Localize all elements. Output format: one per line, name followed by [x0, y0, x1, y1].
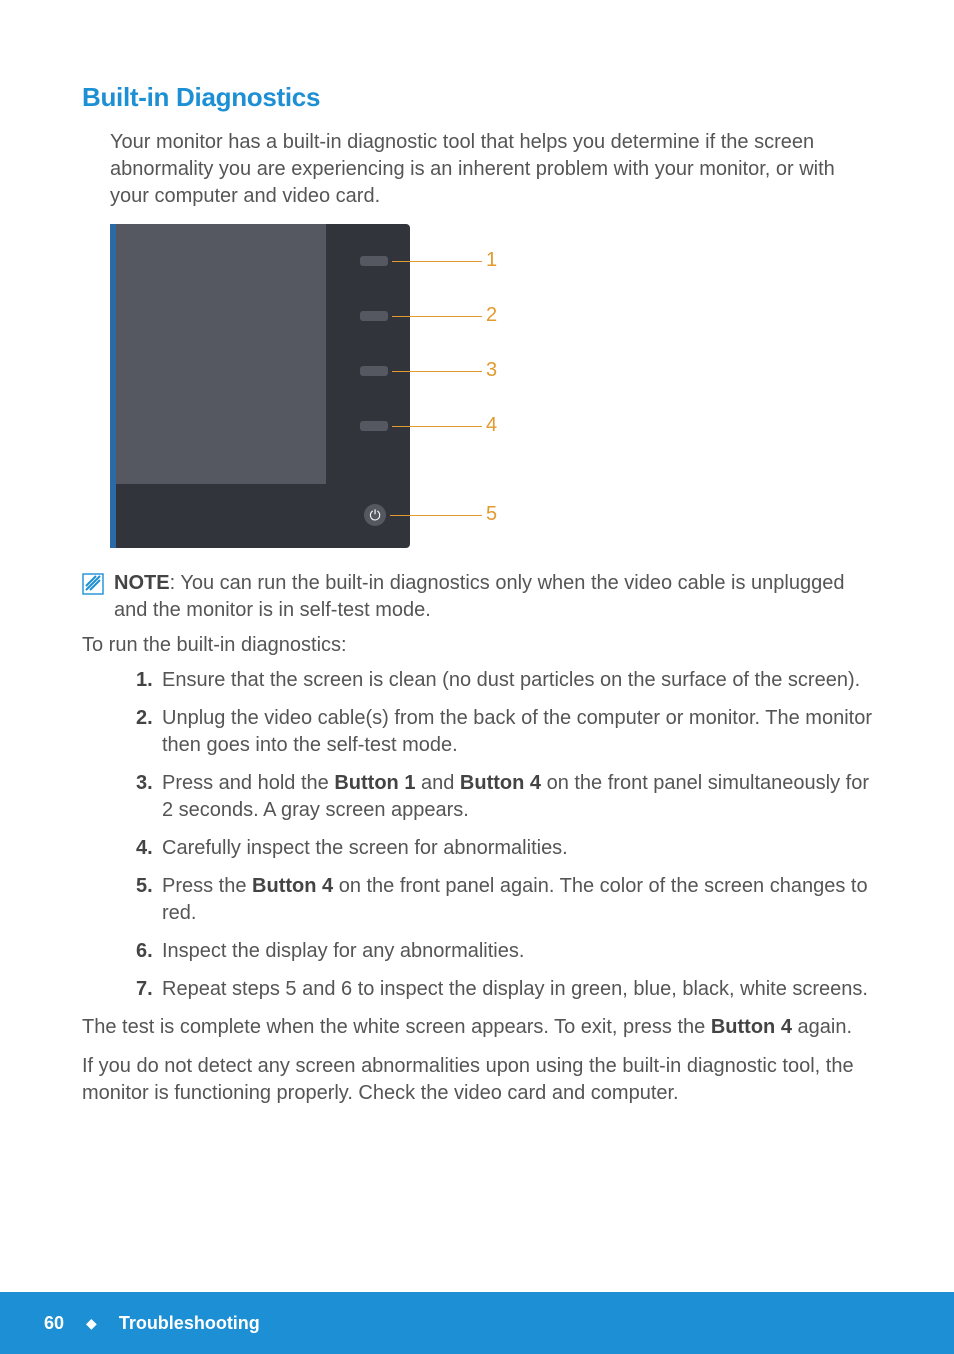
section-heading: Built-in Diagnostics — [82, 82, 872, 113]
step-num: 1. — [136, 667, 153, 694]
callout-line-4 — [392, 426, 482, 427]
monitor-screen — [116, 224, 326, 484]
step-num: 3. — [136, 770, 153, 797]
button-slot-2 — [360, 311, 388, 321]
note-label: NOTE — [114, 572, 170, 594]
callout-line-3 — [392, 371, 482, 372]
note-block: NOTE: You can run the built-in diagnosti… — [82, 570, 872, 624]
step-7: 7. Repeat steps 5 and 6 to inspect the di… — [136, 976, 872, 1003]
button-slot-3 — [360, 366, 388, 376]
note-text: NOTE: You can run the built-in diagnosti… — [114, 570, 872, 624]
closing1-post: again. — [792, 1016, 852, 1038]
note-body: : You can run the built-in diagnostics o… — [114, 572, 844, 621]
note-icon — [82, 573, 104, 595]
intro-paragraph: Your monitor has a built-in diagnostic t… — [110, 129, 872, 210]
step-num: 7. — [136, 976, 153, 1003]
closing-2: If you do not detect any screen abnormal… — [82, 1053, 872, 1107]
step-text: Unplug the video cable(s) from the back … — [162, 707, 872, 756]
page-number: 60 — [44, 1313, 64, 1334]
callout-3: 3 — [486, 359, 497, 382]
power-icon: ⏻ — [369, 507, 380, 524]
steps-list: 1. Ensure that the screen is clean (no du… — [136, 667, 872, 1003]
step-3: 3. Press and hold the Button 1 and Button… — [136, 770, 872, 824]
closing1-pre: The test is complete when the white scre… — [82, 1016, 711, 1038]
button-slot-4 — [360, 421, 388, 431]
callout-line-5 — [390, 515, 482, 516]
step-bold: Button 1 — [334, 772, 415, 794]
step-bold: Button 4 — [252, 875, 333, 897]
step-text: Inspect the display for any abnormalitie… — [162, 940, 524, 962]
callout-line-2 — [392, 316, 482, 317]
step-num: 4. — [136, 835, 153, 862]
footer-divider-icon: ◆ — [86, 1315, 97, 1332]
step-text: Carefully inspect the screen for abnorma… — [162, 837, 568, 859]
monitor-diagram: ⏻ 1 2 3 4 5 — [110, 224, 500, 548]
closing1-bold: Button 4 — [711, 1016, 792, 1038]
step-num: 5. — [136, 873, 153, 900]
callout-5: 5 — [486, 503, 497, 526]
step-pre: Press the — [162, 875, 252, 897]
footer-section: Troubleshooting — [119, 1313, 260, 1334]
page-footer: 60 ◆ Troubleshooting — [0, 1292, 954, 1354]
step-5: 5.Press the Button 4 on the front panel … — [136, 873, 872, 927]
steps-intro: To run the built-in diagnostics: — [82, 634, 872, 657]
step-2: 2. Unplug the video cable(s) from the bac… — [136, 705, 872, 759]
step-4: 4. Carefully inspect the screen for abnor… — [136, 835, 872, 862]
step-num: 2. — [136, 705, 153, 732]
callout-4: 4 — [486, 414, 497, 437]
power-button: ⏻ — [364, 504, 386, 526]
callout-2: 2 — [486, 304, 497, 327]
closing-1: The test is complete when the white scre… — [82, 1014, 872, 1041]
step-num: 6. — [136, 938, 153, 965]
step-6: 6. Inspect the display for any abnormalit… — [136, 938, 872, 965]
callout-line-1 — [392, 261, 482, 262]
step-bold2: Button 4 — [460, 772, 541, 794]
step-mid: and — [415, 772, 459, 794]
step-text: Repeat steps 5 and 6 to inspect the disp… — [162, 978, 868, 1000]
step-1: 1. Ensure that the screen is clean (no du… — [136, 667, 872, 694]
button-slot-1 — [360, 256, 388, 266]
step-text: Ensure that the screen is clean (no dust… — [162, 669, 860, 691]
step-pre: Press and hold the — [162, 772, 334, 794]
callout-1: 1 — [486, 249, 497, 272]
